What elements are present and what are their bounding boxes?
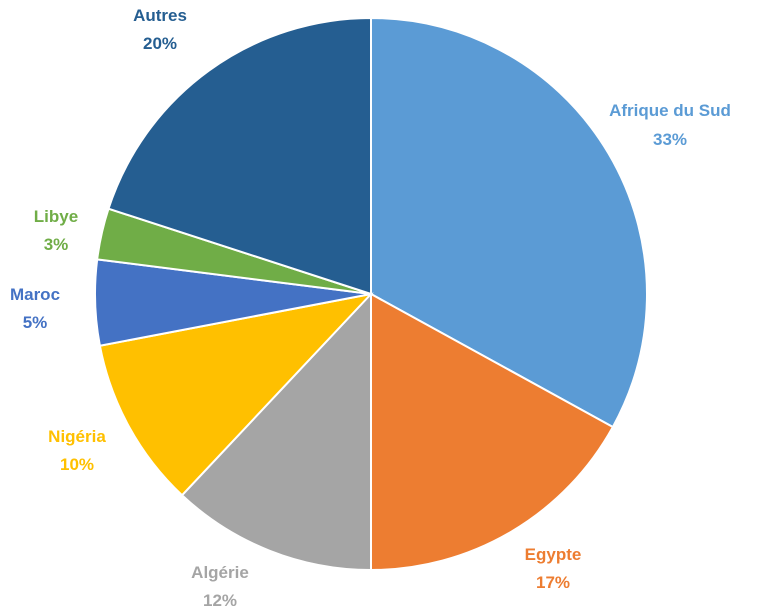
slice-label: Afrique du Sud bbox=[609, 101, 731, 120]
pie-slice-alg-rie bbox=[180, 291, 372, 572]
slice-value-label: 12% bbox=[203, 591, 237, 610]
slice-label: Nigéria bbox=[48, 427, 106, 446]
slice-value-label: 10% bbox=[60, 455, 94, 474]
pie-slice-afrique-du-sud bbox=[370, 16, 648, 429]
slice-label: Maroc bbox=[10, 285, 60, 304]
pie-slices bbox=[94, 16, 648, 572]
slice-value-label: 20% bbox=[143, 34, 177, 53]
slice-label: Autres bbox=[133, 6, 187, 25]
slice-label: Egypte bbox=[525, 545, 582, 564]
slice-value-label: 3% bbox=[44, 235, 69, 254]
pie-slice-egypte bbox=[370, 292, 615, 572]
slice-value-label: 5% bbox=[23, 313, 48, 332]
pie-slice-autres bbox=[107, 16, 372, 296]
slice-label: Algérie bbox=[191, 563, 249, 582]
pie-slice-nig-ria bbox=[98, 292, 374, 497]
slice-value-label: 33% bbox=[653, 130, 687, 149]
pie-labels: Afrique du Sud 33% Egypte 17% Algérie 12% Nigé… bbox=[10, 6, 731, 610]
slice-label: Libye bbox=[34, 207, 78, 226]
slice-value-label: 17% bbox=[536, 573, 570, 592]
